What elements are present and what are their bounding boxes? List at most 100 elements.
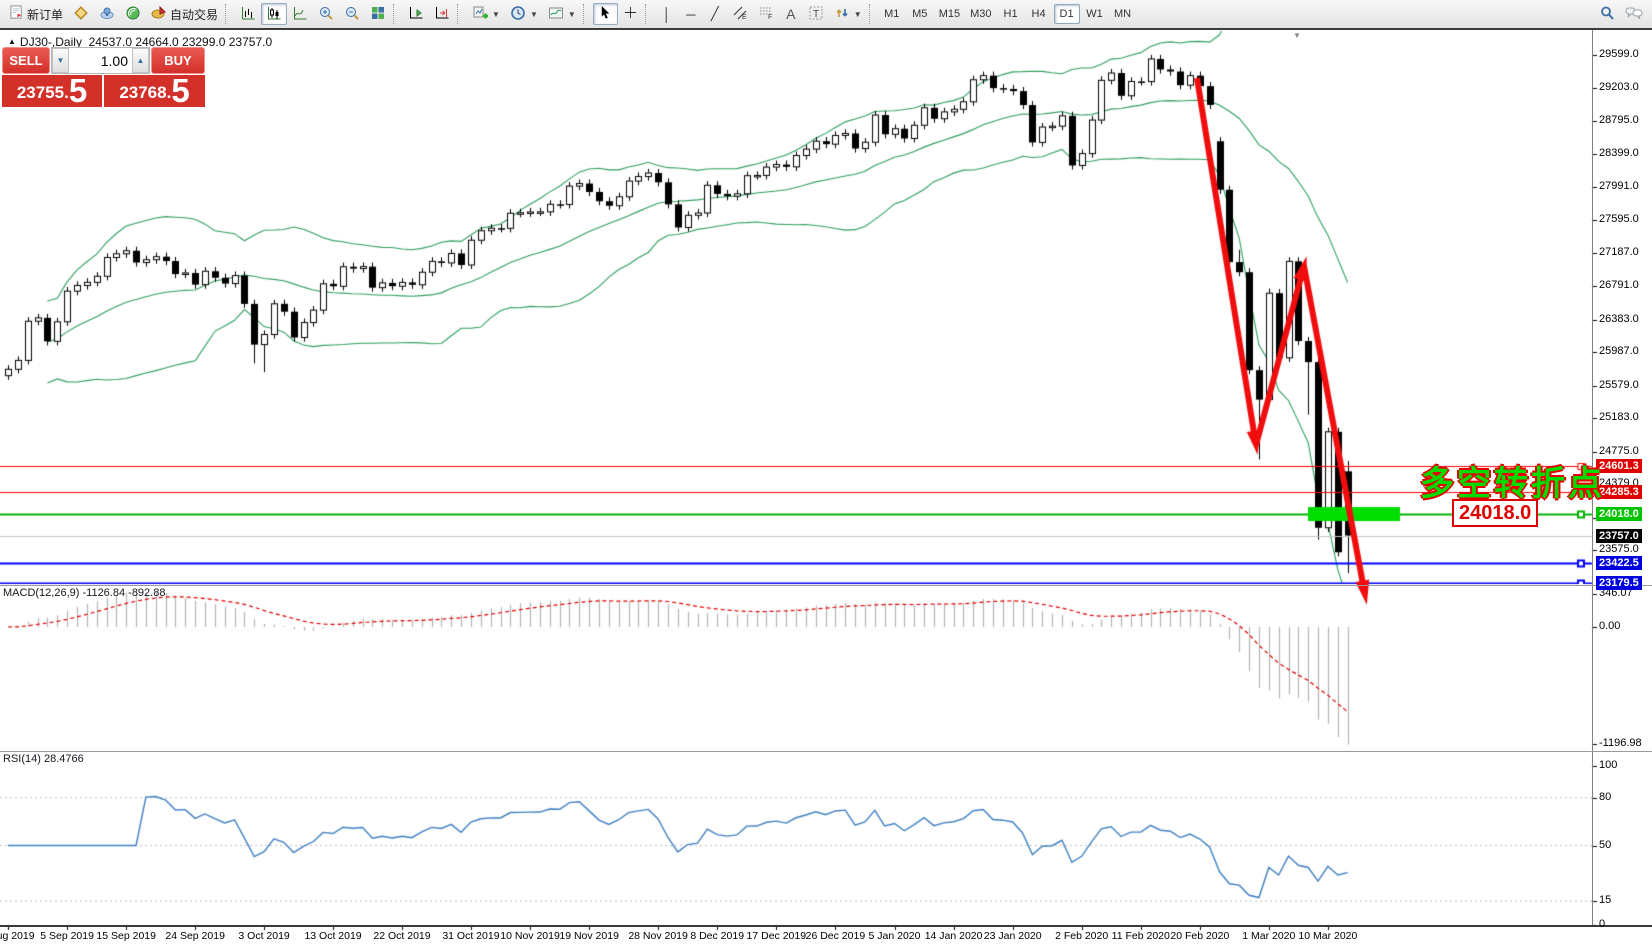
rsi-pane-separator[interactable] — [0, 751, 1652, 752]
date-label: 10 Nov 2019 — [500, 930, 560, 942]
sell-price-main: 23755 — [16, 83, 65, 102]
price-badge: 23179.5 — [1596, 576, 1642, 590]
line-chart-button[interactable] — [287, 3, 313, 25]
auto-scroll-icon — [408, 5, 424, 24]
timeframe-M30[interactable]: M30 — [970, 8, 992, 20]
horizontal-line-tool-button[interactable]: ─ — [679, 3, 703, 25]
toolbar-separator — [457, 4, 463, 24]
rsi-scale-label: 50 — [1599, 839, 1612, 851]
period-button[interactable]: ▼ — [505, 3, 543, 25]
symbol-period: DJ30-,Daily — [19, 35, 82, 49]
chart-shift-button[interactable] — [429, 3, 455, 25]
auto-trading-button[interactable]: 自动交易 — [146, 3, 223, 25]
cursor-tool-button[interactable] — [592, 3, 618, 25]
price-tick-label: 25987.0 — [1599, 345, 1639, 358]
auto-scroll-button[interactable] — [403, 3, 429, 25]
sell-price[interactable]: 23755. 5 — [2, 74, 102, 107]
key-price-tag[interactable]: 24018.0 — [1452, 499, 1539, 527]
chat-icon — [1625, 5, 1643, 24]
symbol-marker-icon: ▲ — [8, 37, 16, 46]
date-label: 7 Aug 2019 — [0, 930, 35, 942]
vertical-line-tool-button[interactable]: │ — [655, 3, 679, 25]
pivot-annotation-text[interactable]: 多空转折点 — [1420, 465, 1605, 503]
timeframe-W1[interactable]: W1 — [1086, 8, 1103, 20]
date-label: 5 Jan 2020 — [868, 930, 921, 942]
sell-button[interactable]: SELL — [2, 47, 50, 74]
chat-button[interactable] — [1620, 3, 1648, 25]
toolbar-separator — [225, 4, 231, 24]
timeframe-H1[interactable]: H1 — [1003, 8, 1018, 20]
search-button[interactable] — [1594, 3, 1620, 25]
zoom-out-icon — [344, 5, 360, 24]
macd-pane-separator[interactable] — [0, 585, 1652, 586]
price-badge: 23757.0 — [1596, 528, 1642, 543]
rsi-label: RSI(14) 28.4766 — [3, 753, 84, 765]
buy-price-frac: 5 — [171, 72, 190, 109]
chevron-down-icon: ▼ — [567, 9, 576, 19]
buy-button[interactable]: BUY — [151, 47, 205, 74]
date-label: 3 Oct 2019 — [238, 930, 290, 942]
price-tick-label: 26791.0 — [1599, 278, 1639, 291]
arrows-tool-icon — [834, 5, 850, 24]
price-tick-label: 29203.0 — [1599, 80, 1639, 93]
bar-chart-button[interactable] — [235, 3, 261, 25]
text-label-tool-button[interactable]: T — [803, 3, 829, 25]
date-label: 13 Oct 2019 — [304, 930, 362, 942]
toolbar-separator — [393, 4, 399, 24]
date-label: 8 Dec 2019 — [690, 930, 745, 942]
channel-icon: E — [732, 5, 748, 24]
market-signal-button[interactable] — [120, 3, 146, 25]
timeframe-M15[interactable]: M15 — [938, 8, 961, 20]
zoom-out-button[interactable] — [339, 3, 365, 25]
date-label: 24 Sep 2019 — [165, 930, 225, 942]
fibonacci-tool-button[interactable]: F — [753, 3, 779, 25]
price-tick-label: 25183.0 — [1599, 411, 1639, 424]
timeframe-MN[interactable]: MN — [1113, 8, 1132, 20]
navigator-button[interactable] — [94, 3, 120, 25]
rsi-scale-label: 100 — [1599, 759, 1618, 771]
chevron-down-icon: ▼ — [492, 9, 500, 19]
chart-window-button[interactable] — [68, 3, 94, 25]
chart-title: ▲ DJ30-,Daily 24537.0 24664.0 23299.0 237… — [8, 35, 272, 49]
volume-stepper: ▼ 1.00 ▲ — [51, 47, 150, 74]
new-order-icon — [9, 5, 24, 23]
template-button[interactable]: ▼ — [543, 3, 581, 25]
buy-price[interactable]: 23768. 5 — [104, 72, 205, 109]
price-tick-label: 24775.0 — [1599, 444, 1639, 457]
vertical-line-icon: │ — [662, 6, 671, 22]
crosshair-tool-button[interactable] — [618, 3, 643, 25]
add-indicator-button[interactable]: ▼ — [467, 3, 505, 25]
volume-value[interactable]: 1.00 — [100, 52, 128, 69]
date-label: 19 Nov 2019 — [559, 930, 619, 942]
new-order-button[interactable]: 新订单 — [4, 3, 68, 25]
chevron-down-icon: ▼ — [529, 9, 538, 19]
timeframe-D1[interactable]: D1 — [1053, 4, 1080, 24]
timeframe-M1[interactable]: M1 — [884, 8, 900, 20]
volume-up-button[interactable]: ▲ — [132, 48, 149, 73]
arrows-tool-button[interactable]: ▼ — [829, 3, 867, 25]
trendline-icon: ╱ — [710, 6, 719, 21]
chart-shift-icon — [434, 5, 450, 24]
date-label: 28 Nov 2019 — [628, 930, 688, 942]
signal-icon — [125, 5, 141, 24]
toolbar-divider — [0, 28, 1652, 30]
channel-tool-button[interactable]: E — [727, 3, 753, 25]
date-label: 22 Oct 2019 — [373, 930, 431, 942]
timeframe-H4[interactable]: H4 — [1031, 8, 1046, 20]
date-label: 17 Dec 2019 — [746, 930, 807, 942]
tile-windows-button[interactable] — [365, 3, 391, 25]
rsi-scale-label: 0 — [1599, 918, 1606, 930]
volume-down-button[interactable]: ▼ — [52, 48, 69, 73]
svg-text:T: T — [813, 9, 819, 20]
zoom-in-button[interactable] — [313, 3, 339, 25]
candlestick-chart-button[interactable] — [261, 3, 288, 25]
chart-shift-marker-icon[interactable]: ▼ — [1293, 31, 1301, 40]
cursor-icon — [598, 5, 613, 23]
timeframe-M5[interactable]: M5 — [912, 8, 928, 20]
text-tool-button[interactable]: A — [779, 3, 803, 25]
trendline-tool-button[interactable]: ╱ — [703, 3, 727, 25]
date-label: 31 Oct 2019 — [442, 930, 500, 942]
candlestick-chart-icon — [266, 5, 282, 24]
